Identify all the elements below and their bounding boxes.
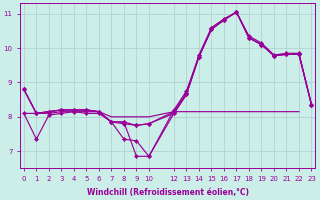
X-axis label: Windchill (Refroidissement éolien,°C): Windchill (Refroidissement éolien,°C) bbox=[87, 188, 249, 197]
